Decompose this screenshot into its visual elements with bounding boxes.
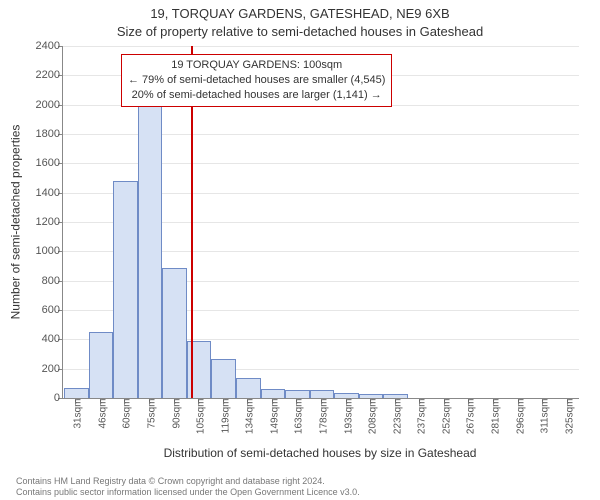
annotation-line-1: 19 TORQUAY GARDENS: 100sqm: [128, 58, 385, 73]
plot-area: 31sqm46sqm60sqm75sqm90sqm105sqm119sqm134…: [62, 46, 579, 399]
x-tick-label: 105sqm: [196, 399, 207, 449]
x-tick-label: 31sqm: [73, 399, 84, 449]
histogram-bar: [113, 181, 138, 398]
grid-line: [63, 46, 579, 47]
x-tick-label: 46sqm: [97, 399, 108, 449]
y-tick-label: 1800: [6, 128, 60, 140]
x-tick-label: 252sqm: [441, 399, 452, 449]
y-tick-label: 400: [6, 333, 60, 345]
x-tick-label: 178sqm: [319, 399, 330, 449]
x-tick-label: 281sqm: [491, 399, 502, 449]
x-tick-label: 311sqm: [540, 399, 551, 449]
x-tick-label: 60sqm: [122, 399, 133, 449]
histogram-bar: [138, 95, 163, 398]
chart-title-main: 19, TORQUAY GARDENS, GATESHEAD, NE9 6XB: [0, 6, 600, 21]
y-tick-label: 0: [6, 392, 60, 404]
x-tick-label: 237sqm: [417, 399, 428, 449]
x-tick-label: 134sqm: [245, 399, 256, 449]
histogram-bar: [383, 394, 408, 398]
y-tick-label: 1200: [6, 216, 60, 228]
x-tick-label: 193sqm: [343, 399, 354, 449]
footer-line-2: Contains public sector information licen…: [16, 487, 360, 498]
y-tick-label: 2000: [6, 99, 60, 111]
chart-title-sub: Size of property relative to semi-detach…: [0, 24, 600, 39]
y-tick-label: 200: [6, 363, 60, 375]
x-tick-label: 119sqm: [220, 399, 231, 449]
y-tick-label: 2400: [6, 40, 60, 52]
annotation-box: 19 TORQUAY GARDENS: 100sqm ← 79% of semi…: [121, 54, 392, 107]
histogram-bar: [236, 378, 261, 398]
footer-attribution: Contains HM Land Registry data © Crown c…: [16, 476, 360, 499]
x-tick-label: 163sqm: [294, 399, 305, 449]
histogram-bar: [334, 393, 359, 398]
histogram-bar: [64, 388, 89, 398]
y-tick-label: 1000: [6, 245, 60, 257]
histogram-bar: [162, 268, 187, 398]
histogram-bar: [285, 390, 310, 398]
x-tick-label: 223sqm: [392, 399, 403, 449]
histogram-bar: [89, 332, 114, 398]
footer-line-1: Contains HM Land Registry data © Crown c…: [16, 476, 360, 487]
x-tick-label: 149sqm: [269, 399, 280, 449]
y-tick-label: 800: [6, 275, 60, 287]
x-tick-label: 90sqm: [171, 399, 182, 449]
x-axis-title: Distribution of semi-detached houses by …: [62, 446, 578, 460]
x-tick-label: 325sqm: [564, 399, 575, 449]
annotation-line-2: ← 79% of semi-detached houses are smalle…: [128, 73, 385, 88]
histogram-bar: [261, 389, 286, 398]
x-tick-label: 296sqm: [515, 399, 526, 449]
histogram-bar: [310, 390, 335, 398]
y-tick-label: 1600: [6, 157, 60, 169]
y-tick-label: 2200: [6, 69, 60, 81]
x-tick-label: 75sqm: [147, 399, 158, 449]
annotation-line-3: 20% of semi-detached houses are larger (…: [128, 88, 385, 103]
y-tick-label: 1400: [6, 187, 60, 199]
x-tick-label: 208sqm: [368, 399, 379, 449]
y-tick-label: 600: [6, 304, 60, 316]
chart-container: { "chart": { "type": "histogram", "title…: [0, 0, 600, 500]
histogram-bar: [211, 359, 236, 398]
x-tick-label: 267sqm: [466, 399, 477, 449]
